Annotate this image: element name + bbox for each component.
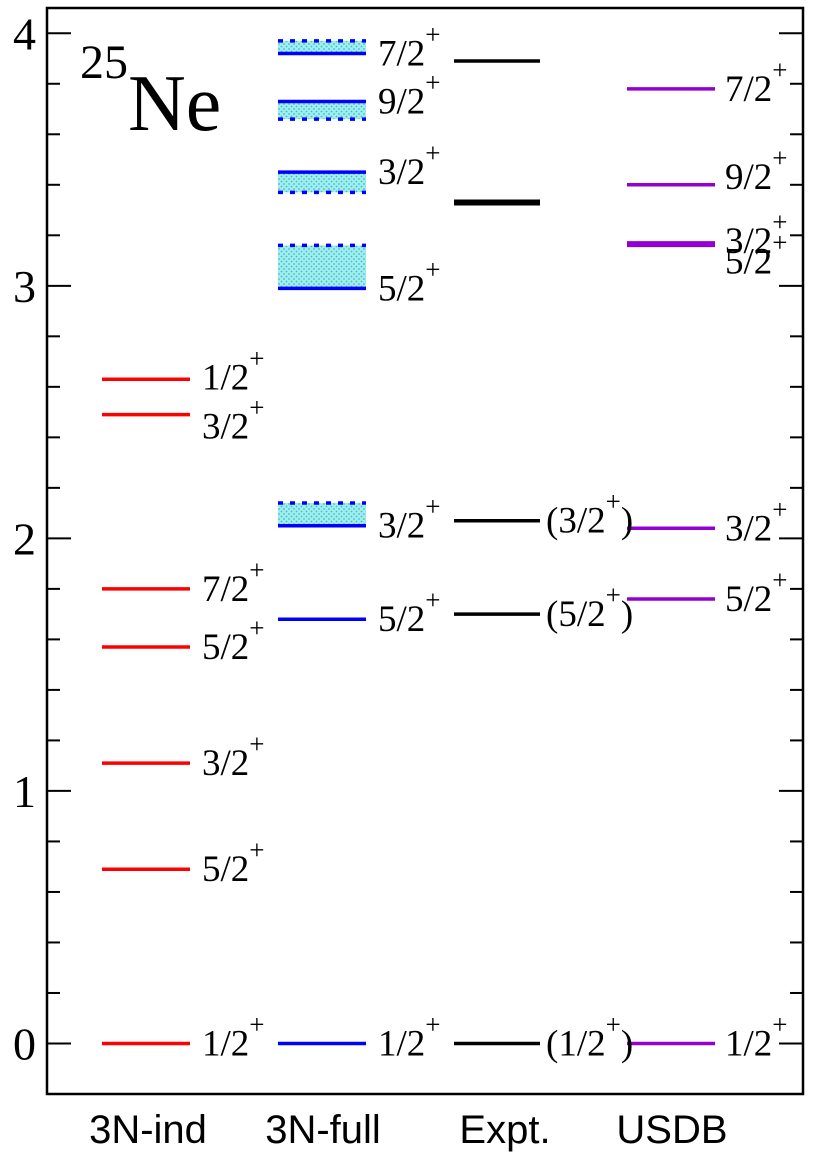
level-parity: +	[425, 19, 440, 49]
plot-frame	[45, 6, 805, 1096]
level-spin: 3/2	[725, 221, 772, 262]
level-parity: +	[772, 143, 787, 173]
level-parity: +	[606, 580, 621, 610]
level-spin: (5/2	[546, 594, 606, 635]
level-label: 5/2+	[725, 565, 788, 620]
level-spin: 7/2	[725, 69, 772, 110]
level-spin: 5/2	[725, 241, 772, 282]
level-paren: )	[621, 1023, 633, 1064]
level-label: 5/2+	[202, 835, 265, 890]
level-label: 1/2+	[202, 1009, 265, 1064]
uncertainty-band	[278, 503, 366, 526]
uncertainty-band	[278, 101, 366, 120]
level-spin: 7/2	[202, 569, 249, 610]
nucleus-mass: 25	[80, 36, 128, 89]
level-label: 1/2+	[202, 343, 265, 398]
level-label: 1/2+	[378, 1009, 441, 1064]
level-parity: +	[425, 492, 440, 522]
level-spin: 9/2	[378, 81, 425, 122]
level-parity: +	[425, 1009, 440, 1039]
level-label: 7/2+	[202, 555, 265, 610]
level-label: 5/2+	[725, 227, 788, 282]
level-label: 3/2+	[202, 729, 265, 784]
level-spin: (1/2	[546, 1023, 606, 1064]
y-tick-label: 1	[13, 766, 36, 817]
level-label: 3/2+	[378, 138, 441, 193]
nucleus-symbol: Ne	[128, 60, 221, 148]
level-parity: +	[249, 393, 264, 423]
level-spin: 3/2	[202, 407, 249, 448]
level-spin: 1/2	[202, 357, 249, 398]
level-parity: +	[425, 254, 440, 284]
level-label: 7/2+	[378, 19, 441, 74]
level-label: 3/2+	[202, 393, 265, 448]
level-parity: +	[425, 585, 440, 615]
level-label: (1/2+)	[546, 1009, 633, 1064]
uncertainty-band	[278, 40, 366, 54]
level-parity: +	[249, 613, 264, 643]
level-parity: +	[249, 729, 264, 759]
y-tick-label: 4	[13, 8, 36, 59]
level-spin: 3/2	[202, 743, 249, 784]
level-parity: +	[249, 343, 264, 373]
level-spin: 7/2	[378, 33, 425, 74]
nucleus-label: 25Ne	[80, 36, 221, 148]
level-label: 5/2+	[378, 254, 441, 309]
level-spin: 5/2	[202, 627, 249, 668]
y-tick-label: 2	[13, 513, 36, 564]
level-parity: +	[772, 1009, 787, 1039]
level-parity: +	[772, 55, 787, 85]
level-parity: +	[606, 487, 621, 517]
level-spin: 3/2	[378, 152, 425, 193]
column-label: USDB	[616, 1108, 727, 1152]
level-label: 1/2+	[725, 1009, 788, 1064]
level-spin: 1/2	[725, 1023, 772, 1064]
level-parity: +	[772, 207, 787, 237]
level-parity: +	[425, 67, 440, 97]
level-spin: 5/2	[725, 579, 772, 620]
level-parity: +	[772, 494, 787, 524]
level-label: 7/2+	[725, 55, 788, 110]
level-parity: +	[249, 555, 264, 585]
column-label: Expt.	[459, 1108, 550, 1152]
level-label: 9/2+	[378, 67, 441, 122]
level-spin: 3/2	[378, 506, 425, 547]
level-parity: +	[249, 1009, 264, 1039]
level-parity: +	[249, 835, 264, 865]
level-label: (3/2+)	[546, 487, 633, 542]
y-tick-label: 0	[13, 1018, 36, 1069]
level-label: 5/2+	[378, 585, 441, 640]
level-label: 3/2+	[725, 494, 788, 549]
level-parity: +	[606, 1009, 621, 1039]
column-label: 3N-ind	[89, 1108, 207, 1152]
level-spin: 5/2	[202, 849, 249, 890]
level-spin: 3/2	[725, 508, 772, 549]
uncertainty-band	[278, 172, 366, 193]
column-label: 3N-full	[265, 1108, 381, 1152]
level-spin: 1/2	[378, 1023, 425, 1064]
level-parity: +	[772, 565, 787, 595]
y-tick-label: 3	[13, 261, 36, 312]
level-spin: 5/2	[378, 268, 425, 309]
level-spin: 1/2	[202, 1023, 249, 1064]
level-spin: 9/2	[725, 157, 772, 198]
level-parity: +	[772, 227, 787, 257]
level-label: 3/2+	[378, 492, 441, 547]
level-paren: )	[621, 594, 633, 635]
level-label: (5/2+)	[546, 580, 633, 635]
uncertainty-band	[278, 245, 366, 289]
level-parity: +	[425, 138, 440, 168]
level-label: 3/2+	[725, 207, 788, 262]
level-paren: )	[621, 501, 633, 542]
level-label: 5/2+	[202, 613, 265, 668]
level-label: 9/2+	[725, 143, 788, 198]
level-spin: 5/2	[378, 599, 425, 640]
level-spin: (3/2	[546, 501, 606, 542]
